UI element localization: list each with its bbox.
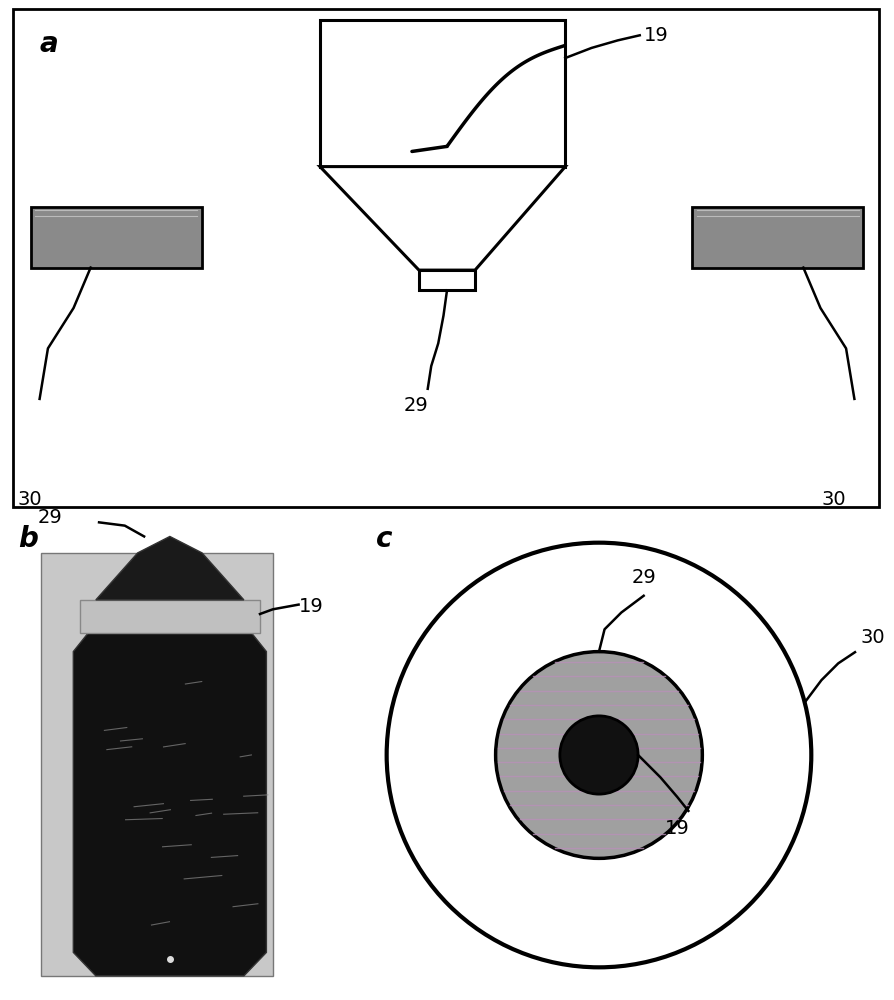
Text: 29: 29: [38, 508, 63, 527]
Bar: [30, 207, 202, 268]
Bar: [41, 553, 273, 976]
Text: 30: 30: [861, 628, 885, 647]
Polygon shape: [96, 536, 244, 600]
FancyBboxPatch shape: [13, 9, 879, 507]
Text: 30: 30: [18, 490, 42, 509]
Text: b: b: [19, 525, 38, 553]
Text: c: c: [375, 525, 392, 553]
Circle shape: [387, 543, 812, 967]
Bar: [692, 207, 863, 268]
Text: 29: 29: [631, 568, 656, 587]
Polygon shape: [320, 167, 565, 270]
Circle shape: [495, 652, 703, 858]
Text: 19: 19: [665, 819, 689, 838]
Circle shape: [560, 716, 638, 794]
Text: 30: 30: [821, 490, 846, 509]
Text: 19: 19: [299, 597, 324, 616]
Polygon shape: [419, 270, 475, 290]
Text: a: a: [39, 30, 58, 58]
Bar: [80, 600, 260, 633]
Text: 19: 19: [644, 26, 669, 45]
Text: 29: 29: [404, 396, 429, 415]
Polygon shape: [73, 623, 266, 976]
Polygon shape: [320, 20, 565, 167]
